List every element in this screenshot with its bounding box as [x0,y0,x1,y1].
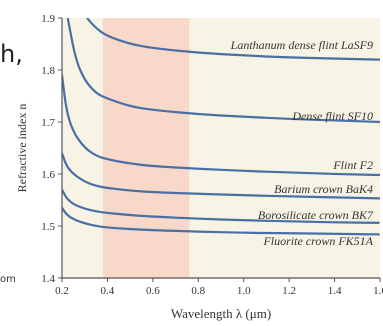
y-tick-label-5: 1.9 [41,13,55,25]
visible-spectrum-band [102,18,190,278]
curve-5 [62,207,380,236]
x-tick-label-1: 0.4 [101,285,115,297]
x-tick-label-3: 0.8 [191,285,205,297]
y-tick-label-1: 1.5 [41,221,55,233]
curve-2 [62,75,380,177]
y-axis-label: Refractive index n [15,104,29,193]
y-tick-label-3: 1.7 [41,117,55,129]
curve-label-0: Lanthanum dense flint LaSF9 [230,38,373,52]
x-tick-label-5: 1.2 [282,285,296,297]
y-tick-label-4: 1.8 [41,65,55,77]
y-tick-label-2: 1.6 [41,169,55,181]
curve-labels-group: Lanthanum dense flint LaSF9 Dense flint S… [230,38,374,248]
x-axis-label: Wavelength λ (μm) [171,306,271,321]
curve-label-3: Barium crown BaK4 [274,182,373,196]
y-tick-label-0: 1.4 [41,273,55,285]
curve-3 [62,152,380,200]
curves-group [62,18,380,236]
x-tick-label-0: 0.2 [55,285,69,297]
x-tick-label-4: 1.0 [237,285,251,297]
partial-caption-text: om [0,274,16,285]
curve-0 [86,18,380,61]
curve-label-5: Fluorite crown FK51A [262,234,373,248]
curve-1 [66,18,380,124]
curve-label-2: Flint F2 [332,158,373,172]
curve-label-1: Dense flint SF10 [291,109,373,123]
curve-4 [62,189,380,224]
x-tick-label-7: 1.6 [373,285,383,297]
curve-label-4: Borosilicate crown BK7 [258,208,374,222]
x-tick-label-6: 1.4 [328,285,342,297]
partial-heading-text: h, [0,40,23,68]
axes-group: 0.2 0.4 0.6 0.8 1.0 1.2 1.4 1.6 1.4 1.5 1.6 1.7 1.8 1… [41,13,383,297]
x-tick-label-2: 0.6 [146,285,160,297]
